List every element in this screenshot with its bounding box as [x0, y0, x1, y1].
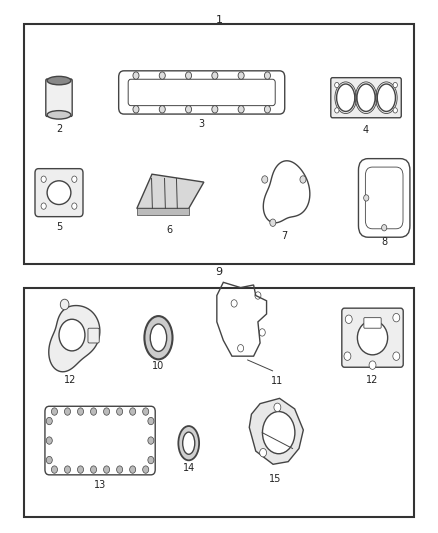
Circle shape — [186, 72, 191, 79]
Ellipse shape — [183, 432, 195, 454]
FancyBboxPatch shape — [88, 328, 99, 343]
Text: 4: 4 — [363, 125, 369, 135]
Circle shape — [344, 352, 351, 360]
Circle shape — [364, 195, 369, 201]
Circle shape — [335, 108, 339, 113]
Circle shape — [265, 106, 270, 113]
Circle shape — [393, 352, 400, 360]
Text: 15: 15 — [269, 474, 281, 484]
Circle shape — [335, 83, 339, 88]
FancyBboxPatch shape — [364, 318, 381, 328]
Circle shape — [64, 466, 71, 473]
Polygon shape — [49, 305, 100, 372]
FancyBboxPatch shape — [331, 78, 401, 118]
Ellipse shape — [47, 111, 71, 119]
Circle shape — [133, 106, 139, 113]
Circle shape — [393, 313, 400, 322]
Text: 3: 3 — [199, 119, 205, 130]
Circle shape — [274, 403, 281, 411]
Circle shape — [345, 315, 352, 324]
Circle shape — [260, 448, 267, 457]
Circle shape — [78, 408, 84, 415]
Polygon shape — [137, 208, 189, 215]
Circle shape — [91, 466, 97, 473]
Circle shape — [300, 176, 306, 183]
Circle shape — [212, 106, 218, 113]
Ellipse shape — [145, 316, 173, 359]
Ellipse shape — [357, 320, 388, 355]
Circle shape — [51, 466, 57, 473]
Circle shape — [130, 466, 136, 473]
Ellipse shape — [337, 84, 355, 111]
FancyBboxPatch shape — [35, 168, 83, 216]
Circle shape — [143, 466, 149, 473]
Circle shape — [148, 417, 154, 425]
Circle shape — [148, 437, 154, 444]
Circle shape — [270, 219, 276, 227]
Circle shape — [72, 176, 77, 182]
Circle shape — [117, 466, 123, 473]
Circle shape — [143, 408, 149, 415]
Bar — [25, 288, 413, 517]
Ellipse shape — [47, 76, 71, 85]
Circle shape — [41, 176, 46, 182]
Text: 1: 1 — [215, 14, 223, 25]
Circle shape — [60, 299, 69, 310]
Text: 8: 8 — [381, 237, 387, 247]
Circle shape — [265, 72, 270, 79]
Polygon shape — [249, 398, 304, 464]
Circle shape — [133, 72, 139, 79]
Text: 7: 7 — [281, 231, 287, 241]
Text: 13: 13 — [94, 480, 106, 490]
Circle shape — [393, 83, 397, 88]
Circle shape — [159, 106, 165, 113]
Circle shape — [186, 106, 191, 113]
Text: 2: 2 — [56, 124, 62, 134]
Ellipse shape — [59, 319, 85, 351]
Circle shape — [369, 361, 376, 369]
Circle shape — [103, 408, 110, 415]
Circle shape — [78, 466, 84, 473]
Circle shape — [159, 72, 165, 79]
Ellipse shape — [377, 84, 396, 111]
Text: 12: 12 — [366, 375, 379, 385]
FancyBboxPatch shape — [342, 308, 403, 367]
Ellipse shape — [178, 426, 199, 461]
Circle shape — [51, 408, 57, 415]
Ellipse shape — [262, 411, 295, 454]
Circle shape — [117, 408, 123, 415]
Ellipse shape — [150, 324, 167, 351]
Text: 12: 12 — [64, 375, 76, 385]
Circle shape — [393, 108, 397, 113]
Ellipse shape — [47, 181, 71, 205]
Circle shape — [262, 176, 268, 183]
Circle shape — [46, 456, 52, 464]
Bar — [25, 24, 413, 264]
Text: 14: 14 — [183, 463, 195, 473]
FancyBboxPatch shape — [46, 79, 72, 116]
Circle shape — [41, 203, 46, 209]
Circle shape — [46, 437, 52, 444]
Circle shape — [64, 408, 71, 415]
Text: 9: 9 — [215, 267, 223, 277]
Circle shape — [238, 106, 244, 113]
Text: 5: 5 — [56, 222, 62, 232]
Circle shape — [130, 408, 136, 415]
Circle shape — [212, 72, 218, 79]
Ellipse shape — [357, 84, 375, 111]
Text: 6: 6 — [166, 225, 172, 235]
Circle shape — [381, 224, 387, 231]
Circle shape — [72, 203, 77, 209]
Circle shape — [46, 417, 52, 425]
Circle shape — [103, 466, 110, 473]
Text: 10: 10 — [152, 361, 165, 372]
Text: 11: 11 — [271, 376, 283, 386]
Circle shape — [91, 408, 97, 415]
Polygon shape — [137, 174, 204, 208]
Circle shape — [238, 72, 244, 79]
Circle shape — [148, 456, 154, 464]
